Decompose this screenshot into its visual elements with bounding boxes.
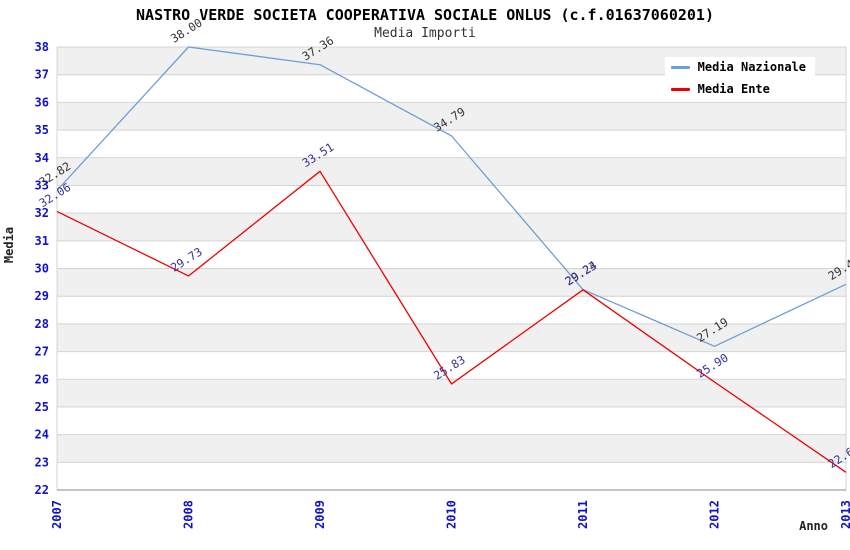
plot-band [57,434,846,463]
y-tick-label: 37 [35,68,49,82]
y-tick-label: 28 [35,317,49,331]
y-tick-label: 30 [35,262,49,276]
series-line-media-ente [56,170,847,473]
legend-swatch-ente-icon [670,87,690,91]
legend: Media Nazionale Media Ente [664,57,815,99]
series-line-media-nazionale [56,46,847,347]
y-tick-label: 31 [35,234,49,248]
y-tick-label: 26 [35,372,49,386]
legend-item-media-nazionale: Media Nazionale [664,57,815,77]
y-tick-label: 38 [35,40,49,54]
y-tick-label: 27 [35,345,49,359]
y-tick-label: 23 [35,455,49,469]
legend-item-media-ente: Media Ente [664,79,779,99]
plot-band [57,213,846,241]
x-tick-label: 2009 [313,500,327,529]
chart-title: NASTRO VERDE SOCIETA COOPERATIVA SOCIALE… [136,6,714,24]
y-tick-label: 29 [35,289,49,303]
legend-label-ente: Media Ente [697,82,770,96]
y-tick-label: 32 [35,206,49,220]
x-tick-label: 2007 [50,500,64,529]
plot-band [57,102,846,131]
y-tick-label: 24 [35,428,49,442]
chart-subtitle: Media Importi [374,26,476,41]
plot-band [57,157,846,186]
x-tick-label: 2012 [708,500,722,529]
x-tick-label: 2010 [445,500,459,529]
y-tick-label: 36 [35,95,49,109]
y-tick-label: 22 [35,483,49,497]
y-tick-label: 35 [35,123,49,137]
x-tick-label: 2011 [576,500,590,529]
x-axis-label: Anno [799,519,828,533]
legend-swatch-nazionale-icon [670,65,690,69]
x-tick-label: 2013 [839,500,850,529]
plot-band [57,268,846,297]
y-tick-label: 34 [35,151,49,165]
y-tick-label: 25 [35,400,49,414]
x-tick-label: 2008 [182,500,196,529]
y-tick-label: 33 [35,178,49,192]
legend-label-nazionale: Media Nazionale [697,60,806,74]
point-label-media-ente: 25.83 [431,352,468,382]
y-axis-label: Media [2,226,16,264]
point-label-media-ente: 25.90 [694,350,731,380]
